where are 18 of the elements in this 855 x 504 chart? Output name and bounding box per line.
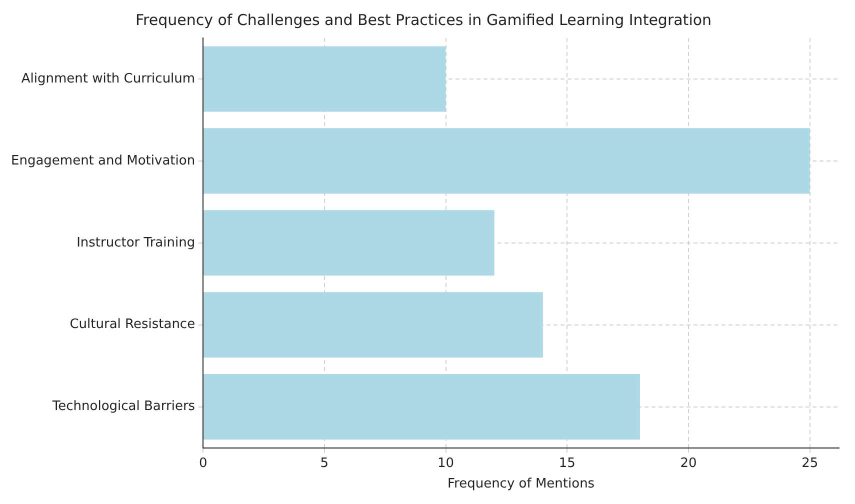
x-tick-label: 10 — [438, 456, 454, 471]
bar — [204, 210, 494, 276]
x-tick-label: 5 — [320, 456, 329, 471]
x-axis-title: Frequency of Mentions — [447, 476, 595, 492]
bar — [204, 374, 640, 440]
bar — [204, 292, 543, 358]
y-tick-label: Instructor Training — [76, 235, 196, 250]
bar — [204, 128, 810, 194]
y-tick-label: Alignment with Curriculum — [21, 71, 196, 86]
chart-title: Frequency of Challenges and Best Practices in Gamified Learning Integration — [135, 10, 712, 29]
y-tick-label: Technological Barriers — [51, 399, 196, 414]
x-tick-label: 15 — [558, 456, 576, 471]
x-tick-label: 20 — [680, 456, 697, 471]
bar — [204, 46, 446, 112]
x-tick-label: 25 — [802, 456, 818, 471]
y-tick-label: Engagement and Motivation — [10, 153, 196, 168]
x-tick-label: 0 — [198, 456, 208, 471]
y-tick-label: Cultural Resistance — [70, 317, 196, 332]
